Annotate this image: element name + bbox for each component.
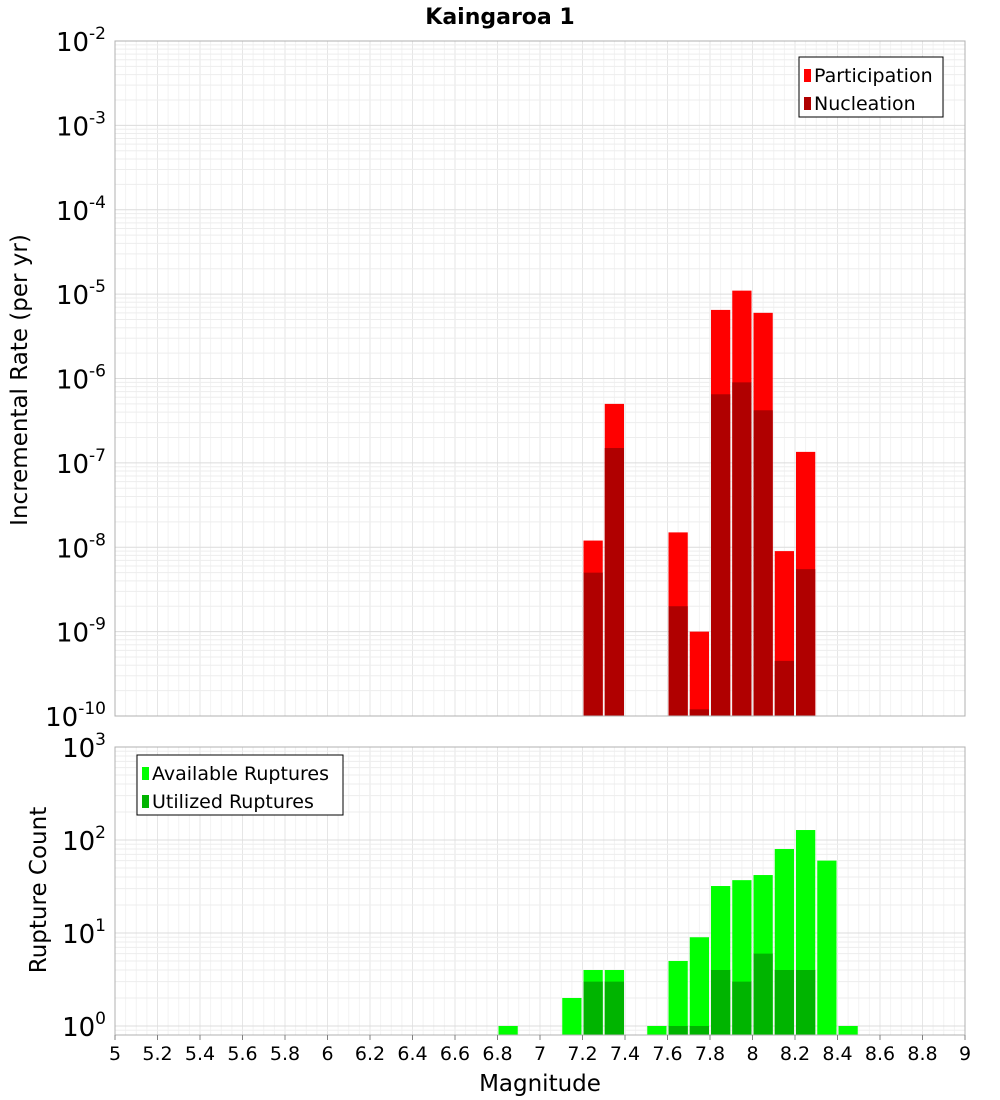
x-tick-label: 8 bbox=[746, 1043, 758, 1065]
bar-utilized-ruptures bbox=[774, 969, 794, 1035]
bar-utilized-ruptures bbox=[732, 981, 752, 1035]
legend-label: Nucleation bbox=[814, 93, 916, 115]
x-tick-label: 8.4 bbox=[822, 1043, 852, 1065]
bar-nucleation bbox=[732, 382, 752, 716]
bar-available-ruptures bbox=[838, 1025, 858, 1035]
x-tick-label: 8.6 bbox=[865, 1043, 895, 1065]
bar-nucleation bbox=[753, 410, 773, 716]
y-tick-label: 102 bbox=[62, 823, 106, 857]
bar-utilized-ruptures bbox=[668, 1025, 688, 1035]
x-tick-label: 8.2 bbox=[780, 1043, 810, 1065]
bar-utilized-ruptures bbox=[689, 1025, 709, 1035]
plot-border bbox=[114, 40, 966, 717]
bar-nucleation bbox=[583, 572, 603, 716]
bar-nucleation bbox=[796, 569, 816, 716]
x-tick-label: 7.8 bbox=[695, 1043, 725, 1065]
x-tick-label: 6.2 bbox=[355, 1043, 385, 1065]
legend-rate: Participation Nucleation bbox=[798, 56, 944, 118]
x-tick-label: 7.4 bbox=[610, 1043, 640, 1065]
bar-available-ruptures bbox=[498, 1025, 518, 1035]
x-tick-label: 6.8 bbox=[482, 1043, 512, 1065]
y-tick-label: 100 bbox=[62, 1009, 106, 1043]
x-tick-label: 6 bbox=[321, 1043, 333, 1065]
bar-available-ruptures bbox=[817, 860, 837, 1035]
x-tick-label: 5.2 bbox=[142, 1043, 172, 1065]
legend-box bbox=[136, 754, 344, 816]
x-tick-label: 5 bbox=[109, 1043, 121, 1065]
x-tick-label: 9 bbox=[959, 1043, 971, 1065]
y-tick-label: 10-3 bbox=[56, 108, 106, 142]
bar-utilized-ruptures bbox=[711, 969, 731, 1035]
legend-swatch bbox=[142, 795, 149, 808]
y-tick-label: 10-6 bbox=[56, 362, 106, 396]
bar-nucleation bbox=[711, 394, 731, 716]
legend-swatch bbox=[804, 97, 811, 110]
bar-available-ruptures bbox=[668, 960, 688, 1035]
legend-count: Available Ruptures Utilized Ruptures bbox=[136, 754, 344, 816]
legend-label: Participation bbox=[814, 65, 933, 87]
chart-title: Kaingaroa 1 bbox=[425, 5, 574, 30]
x-tick-label: 5.8 bbox=[270, 1043, 300, 1065]
bar-available-ruptures bbox=[689, 937, 709, 1035]
bar-available-ruptures bbox=[562, 997, 582, 1035]
bar-nucleation bbox=[604, 448, 624, 716]
bar-utilized-ruptures bbox=[583, 981, 603, 1035]
y-tick-label: 10-7 bbox=[56, 446, 106, 480]
y-tick-label: 10-10 bbox=[45, 699, 106, 733]
bottom-y-axis-label: Rupture Count bbox=[26, 807, 52, 973]
bar-nucleation bbox=[668, 606, 688, 716]
x-tick-label: 5.6 bbox=[227, 1043, 257, 1065]
panel-rate: 10-10 10-9 10-8 10-7 10-6 10-5 10-4 10-3 10-2 bbox=[45, 24, 966, 733]
bar-utilized-ruptures bbox=[753, 953, 773, 1035]
y-tick-label: 10-4 bbox=[56, 193, 106, 227]
y-tick-label: 10-2 bbox=[56, 24, 106, 58]
x-tick-label: 8.8 bbox=[907, 1043, 937, 1065]
bar-participation bbox=[689, 631, 709, 716]
legend-label: Available Ruptures bbox=[152, 763, 329, 785]
legend-box bbox=[798, 56, 944, 118]
y-tick-label: 10-8 bbox=[56, 530, 106, 564]
bar-nucleation bbox=[689, 709, 709, 716]
y-tick-label: 10-5 bbox=[56, 277, 106, 311]
x-tick-label: 7 bbox=[534, 1043, 546, 1065]
bar-utilized-ruptures bbox=[604, 981, 624, 1035]
y-tick-label: 10-9 bbox=[56, 615, 106, 649]
bar-utilized-ruptures bbox=[796, 969, 816, 1035]
x-tick-label: 6.6 bbox=[440, 1043, 470, 1065]
legend-label: Utilized Ruptures bbox=[152, 791, 314, 813]
x-axis: 5 5.2 5.4 5.6 5.8 6 6.2 6.4 6.6 6.8 7 7.2 7.4 7.6 7.8 8… bbox=[109, 1035, 971, 1065]
legend-swatch bbox=[142, 767, 149, 780]
y-tick-label: 101 bbox=[62, 916, 106, 950]
x-tick-label: 7.2 bbox=[567, 1043, 597, 1065]
x-tick-label: 6.4 bbox=[397, 1043, 427, 1065]
bar-nucleation bbox=[774, 660, 794, 716]
y-tick-label: 103 bbox=[62, 730, 106, 764]
x-tick-label: 5.4 bbox=[185, 1043, 215, 1065]
legend-swatch bbox=[804, 69, 811, 82]
x-axis-label: Magnitude bbox=[479, 1071, 601, 1097]
x-tick-label: 7.6 bbox=[652, 1043, 682, 1065]
bar-available-ruptures bbox=[647, 1025, 667, 1035]
top-y-axis-label: Incremental Rate (per yr) bbox=[7, 234, 33, 526]
